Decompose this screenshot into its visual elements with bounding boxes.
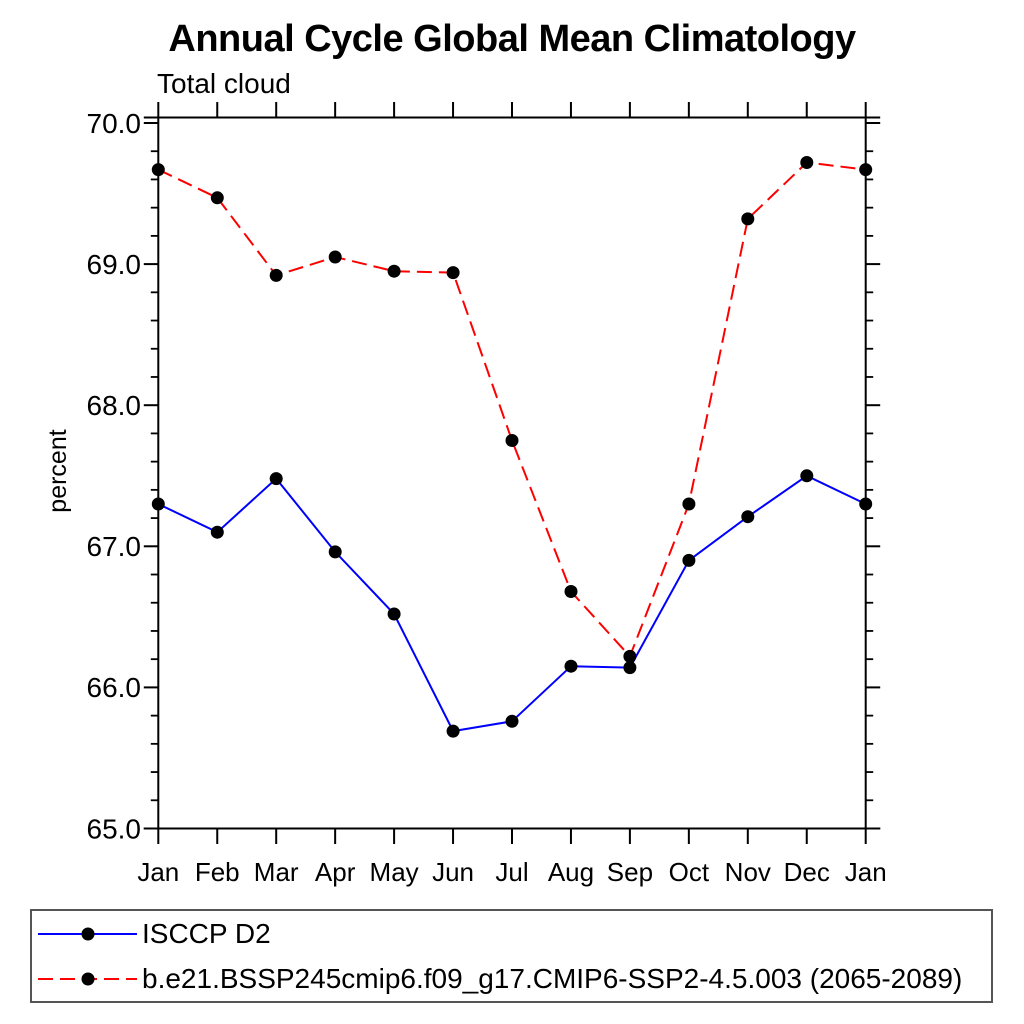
y-tick-label: 66.0 bbox=[87, 672, 142, 703]
legend-sample-dashed-line bbox=[38, 972, 137, 985]
data-point-marker bbox=[328, 545, 342, 559]
legend-label-cmip6: b.e21.BSSP245cmip6.f09_g17.CMIP6-SSP2-4.… bbox=[142, 962, 963, 994]
legend-box: ISCCP D2 b.e21.BSSP245cmip6.f09_g17.CMIP… bbox=[30, 909, 993, 1003]
data-point-marker bbox=[269, 472, 283, 486]
data-point-marker bbox=[446, 724, 460, 738]
x-tick-label: Jan bbox=[845, 857, 887, 887]
legend-marker-dot bbox=[81, 927, 95, 940]
y-tick-label: 70.0 bbox=[87, 108, 142, 139]
x-tick-label: Sep bbox=[607, 857, 653, 887]
series-line-0 bbox=[157, 474, 867, 733]
data-point-marker bbox=[859, 163, 873, 177]
data-point-marker bbox=[505, 714, 519, 728]
x-tick-label: Jul bbox=[495, 857, 528, 887]
legend-item-cmip6: b.e21.BSSP245cmip6.f09_g17.CMIP6-SSP2-4.… bbox=[32, 959, 991, 999]
data-point-marker bbox=[328, 250, 342, 264]
data-point-marker bbox=[387, 607, 401, 621]
x-tick-label: Jan bbox=[137, 857, 179, 887]
data-point-marker bbox=[682, 497, 696, 511]
x-tick-label: Aug bbox=[548, 857, 594, 887]
data-point-marker bbox=[210, 525, 224, 539]
data-point-marker bbox=[800, 469, 814, 483]
x-tick-label: Apr bbox=[315, 857, 356, 887]
data-point-marker bbox=[151, 163, 165, 177]
data-point-marker bbox=[741, 212, 755, 226]
data-point-marker bbox=[151, 497, 165, 511]
legend-marker-dot bbox=[81, 972, 95, 985]
legend-label-isccp-d2: ISCCP D2 bbox=[142, 917, 271, 949]
data-point-marker bbox=[682, 553, 696, 567]
data-point-marker bbox=[446, 266, 460, 280]
data-point-marker bbox=[564, 585, 578, 598]
data-point-marker bbox=[623, 661, 637, 675]
data-point-marker bbox=[741, 510, 755, 524]
chart-subtitle: Total cloud bbox=[157, 68, 291, 99]
y-axis-title: percent bbox=[44, 429, 72, 512]
legend-item-isccp-d2: ISCCP D2 bbox=[32, 914, 991, 954]
data-point-marker bbox=[210, 191, 224, 205]
y-tick-label: 67.0 bbox=[87, 531, 142, 562]
x-tick-label: Jun bbox=[432, 857, 474, 887]
chart-title: Annual Cycle Global Mean Climatology bbox=[168, 18, 856, 60]
data-point-marker bbox=[505, 434, 519, 447]
data-point-marker bbox=[859, 497, 873, 511]
x-tick-label: Oct bbox=[669, 857, 710, 887]
data-point-marker bbox=[623, 649, 637, 663]
data-point-marker bbox=[269, 268, 283, 282]
legend-sample-solid-line bbox=[38, 927, 137, 940]
x-tick-label: Mar bbox=[254, 857, 299, 887]
x-tick-label: May bbox=[370, 857, 419, 887]
y-tick-label: 68.0 bbox=[87, 390, 142, 421]
y-tick-label: 65.0 bbox=[87, 813, 142, 844]
x-tick-label: Feb bbox=[195, 857, 240, 887]
data-point-marker bbox=[800, 156, 814, 169]
x-tick-label: Dec bbox=[784, 857, 830, 887]
x-tick-label: Nov bbox=[725, 857, 771, 887]
data-point-marker bbox=[564, 659, 578, 673]
series-line-1 bbox=[157, 161, 866, 659]
data-point-marker bbox=[387, 264, 401, 278]
y-tick-label: 69.0 bbox=[87, 249, 142, 280]
